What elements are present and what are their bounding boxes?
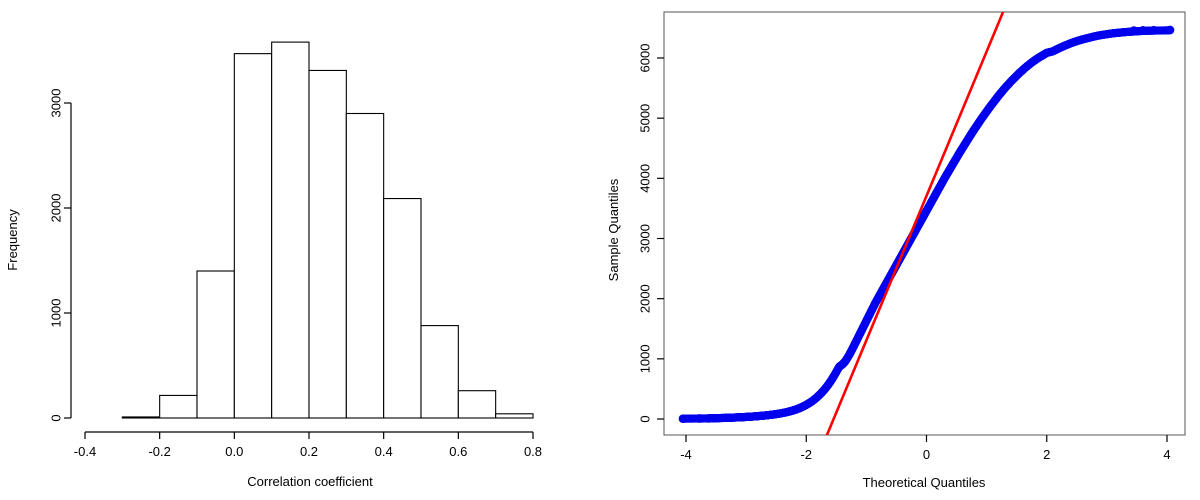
qq-point-tail (694, 414, 704, 423)
qq-reference-line (825, 12, 1005, 435)
qq-point-tail (1165, 25, 1175, 35)
histogram-bar (271, 41, 310, 419)
histogram-x-tick-label: 0.2 (300, 444, 318, 459)
histogram-bar (457, 390, 497, 419)
histogram-bar (308, 69, 347, 419)
qq-point-tail (1149, 25, 1159, 35)
histogram-x-tick-label: 0.0 (225, 444, 243, 459)
histogram-bar (420, 325, 459, 419)
histogram-y-tick-label: 2000 (48, 194, 63, 223)
qq-x-tick-label: 2 (1043, 447, 1050, 462)
qq-point-tail (1129, 26, 1139, 35)
histogram-bar (233, 53, 273, 419)
histogram-x-tick-label: 0.4 (375, 444, 393, 459)
qq-point-tail (678, 414, 688, 424)
qq-background (600, 0, 1200, 500)
histogram-bar (383, 198, 422, 419)
qq-plot-panel: 0 1000 2000 3000 4000 5000 6000 -4 -2 0 2 4 Theore… (600, 0, 1200, 500)
qq-y-axis: 0 1000 2000 3000 4000 5000 6000 (637, 44, 664, 423)
histogram-bar (121, 416, 161, 419)
histogram-x-tick-label: 0.8 (524, 444, 542, 459)
qq-y-tick-label: 1000 (637, 344, 652, 373)
qq-data-group (678, 12, 1175, 435)
histogram-svg: 0 1000 2000 3000 -0.4 -0.2 0.0 0.2 0.4 0.6 0.8 Co… (5, 41, 543, 489)
qq-point-tail (1138, 25, 1148, 35)
histogram-y-tick-label: 0 (48, 414, 63, 421)
histogram-x-axis-label: Correlation coefficient (247, 474, 373, 489)
qq-y-axis-label: Sample Quantiles (606, 178, 621, 281)
histogram-bar (345, 112, 385, 419)
qq-y-tick-label: 4000 (637, 164, 652, 193)
qq-y-tick-label: 2000 (637, 284, 652, 313)
histogram-x-tick-label: 0.6 (449, 444, 467, 459)
histogram-y-tick-label: 1000 (48, 299, 63, 328)
qq-point-tail (704, 414, 714, 423)
qq-plot-box (663, 11, 1186, 436)
histogram-bar (159, 394, 198, 419)
histogram-y-axis-label: Frequency (5, 209, 20, 271)
qq-y-tick-label: 0 (637, 415, 652, 422)
qq-plot-svg: 0 1000 2000 3000 4000 5000 6000 -4 -2 0 2 4 Theore… (600, 0, 1200, 500)
qq-y-tick-label: 5000 (637, 104, 652, 133)
qq-x-tick-label: -4 (680, 447, 692, 462)
histogram-panel: 0 1000 2000 3000 -0.4 -0.2 0.0 0.2 0.4 0.6 0.8 Co… (5, 41, 543, 489)
qq-y-tick-label: 3000 (637, 224, 652, 253)
qq-x-tick-label: 4 (1163, 447, 1170, 462)
qq-point-tail (708, 413, 718, 423)
histogram-bars-group (121, 41, 534, 419)
qq-y-tick-label: 6000 (637, 44, 652, 73)
histogram-bar (196, 270, 235, 419)
qq-x-axis-label: Theoretical Quantiles (863, 475, 986, 490)
histogram-bar (495, 413, 534, 419)
qq-x-axis: -4 -2 0 2 4 (680, 435, 1171, 462)
histogram-y-axis: 0 1000 2000 3000 (48, 89, 72, 422)
histogram-x-tick-label: -0.2 (148, 444, 170, 459)
histogram-x-tick-label: -0.4 (74, 444, 96, 459)
qq-x-tick-label: 0 (923, 447, 930, 462)
histogram-y-tick-label: 3000 (48, 89, 63, 118)
histogram-x-axis: -0.4 -0.2 0.0 0.2 0.4 0.6 0.8 (74, 431, 542, 459)
qq-x-tick-label: -2 (800, 447, 812, 462)
